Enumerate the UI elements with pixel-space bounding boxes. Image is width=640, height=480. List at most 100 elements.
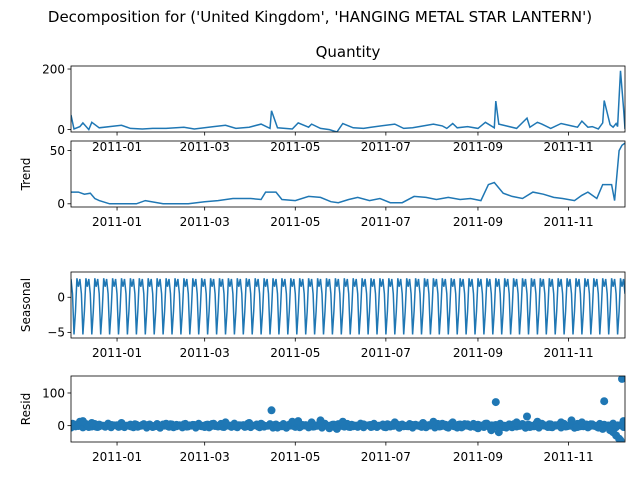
resid-point <box>325 424 334 433</box>
resid-point <box>577 418 586 427</box>
resid-point <box>179 420 188 429</box>
resid-point <box>600 397 609 406</box>
resid-point <box>481 419 490 428</box>
resid-point <box>257 419 266 428</box>
resid-point <box>117 419 126 427</box>
resid-point <box>126 422 135 431</box>
resid-ytick-label: 100 <box>42 386 65 400</box>
resid-point <box>546 423 555 431</box>
observed-plot-area <box>71 70 625 132</box>
observed-xtick-label: 2011-01 <box>92 140 142 154</box>
resid-point <box>523 412 531 421</box>
trend-xtick-label: 2011-09 <box>453 215 503 229</box>
resid-point <box>78 417 87 426</box>
observed-xtick-label: 2011-09 <box>453 140 503 154</box>
resid-point <box>598 424 607 433</box>
observed-xtick-label: 2011-03 <box>180 140 230 154</box>
resid-point <box>502 423 511 432</box>
resid-point <box>95 422 104 431</box>
resid-point <box>190 421 199 429</box>
resid-point <box>429 417 438 426</box>
trend-xtick-label: 2011-11 <box>543 215 593 229</box>
resid-point <box>138 421 147 429</box>
trend-axes-frame <box>70 140 626 208</box>
trend-ylabel: Trend <box>19 158 33 192</box>
resid-point <box>453 423 462 432</box>
resid-ytick-label: 0 <box>57 419 65 433</box>
resid-point <box>621 417 625 426</box>
resid-point <box>567 416 576 425</box>
observed-xtick-label: 2011-07 <box>361 140 411 154</box>
resid-point <box>288 417 297 426</box>
chart-suptitle: Decomposition for ('United Kingdom', 'HA… <box>48 8 592 26</box>
resid-panel: 0 100 2011-01 2011-03 2011-05 2011-07 2011-09 2… <box>19 375 626 464</box>
resid-point <box>408 421 417 429</box>
observed-series-line <box>71 70 625 132</box>
observed-ytick-label: 200 <box>42 62 65 76</box>
seasonal-ylabel: Seasonal <box>19 278 33 332</box>
resid-xtick-label: 2011-03 <box>180 450 230 464</box>
seasonal-ytick-label: 0 <box>57 291 65 305</box>
resid-point <box>463 420 472 429</box>
resid-point <box>474 424 482 433</box>
resid-point <box>107 421 116 429</box>
seasonal-panel: −5 0 2011-01 2011-03 2011-05 2011-07 2011-09 20… <box>19 271 626 360</box>
resid-point <box>487 426 496 435</box>
resid-point <box>390 418 399 427</box>
resid-point <box>200 423 209 431</box>
resid-point <box>209 419 218 428</box>
resid-point <box>307 418 316 427</box>
observed-panel: 0 200 2011-01 2011-03 2011-05 2011-07 2011-09 2… <box>42 62 626 154</box>
resid-point <box>494 428 503 437</box>
observed-panel-title: Quantity <box>316 43 381 61</box>
trend-panel: 0 50 2011-01 2011-03 2011-05 2011-07 2011-09 20… <box>19 140 626 229</box>
resid-point <box>442 423 451 431</box>
seasonal-xtick-label: 2011-05 <box>270 346 320 360</box>
resid-ylabel: Resid <box>19 393 33 425</box>
resid-point <box>512 418 521 427</box>
resid-point <box>245 419 254 427</box>
resid-xtick-label: 2011-11 <box>543 450 593 464</box>
resid-point <box>448 418 457 427</box>
resid-xtick-label: 2011-05 <box>270 450 320 464</box>
seasonal-axes-frame <box>70 271 626 339</box>
seasonal-xtick-label: 2011-09 <box>453 346 503 360</box>
resid-point <box>338 417 347 426</box>
observed-xtick-label: 2011-11 <box>543 140 593 154</box>
resid-plot-area <box>71 376 625 442</box>
trend-ytick-label: 50 <box>50 144 65 158</box>
observed-ytick-label: 0 <box>57 123 65 137</box>
resid-point <box>616 436 625 442</box>
resid-point <box>618 376 625 383</box>
resid-point <box>273 423 282 432</box>
trend-xtick-label: 2011-03 <box>180 215 230 229</box>
resid-xtick-label: 2011-09 <box>453 450 503 464</box>
resid-point <box>172 422 181 431</box>
trend-plot-area <box>71 142 625 205</box>
seasonal-xtick-label: 2011-01 <box>92 346 142 360</box>
resid-point <box>380 423 389 431</box>
resid-point <box>231 422 240 431</box>
resid-point <box>87 419 96 427</box>
resid-point <box>491 398 500 407</box>
trend-ytick-label: 0 <box>57 197 65 211</box>
seasonal-series-line <box>71 278 625 335</box>
resid-point <box>332 424 341 433</box>
trend-xtick-label: 2011-07 <box>361 215 411 229</box>
resid-point <box>419 419 427 427</box>
resid-point <box>267 406 276 415</box>
resid-point <box>349 422 358 431</box>
resid-point <box>359 420 368 429</box>
resid-point <box>588 420 597 429</box>
seasonal-xtick-label: 2011-07 <box>361 346 411 360</box>
resid-point <box>316 416 325 425</box>
seasonal-plot-area <box>71 278 625 335</box>
resid-axes-frame <box>70 375 626 443</box>
trend-xtick-label: 2011-05 <box>270 215 320 229</box>
trend-series-line <box>71 142 625 205</box>
resid-point <box>399 422 408 431</box>
seasonal-xtick-label: 2011-11 <box>543 346 593 360</box>
resid-point <box>367 421 375 429</box>
resid-point <box>525 423 534 431</box>
